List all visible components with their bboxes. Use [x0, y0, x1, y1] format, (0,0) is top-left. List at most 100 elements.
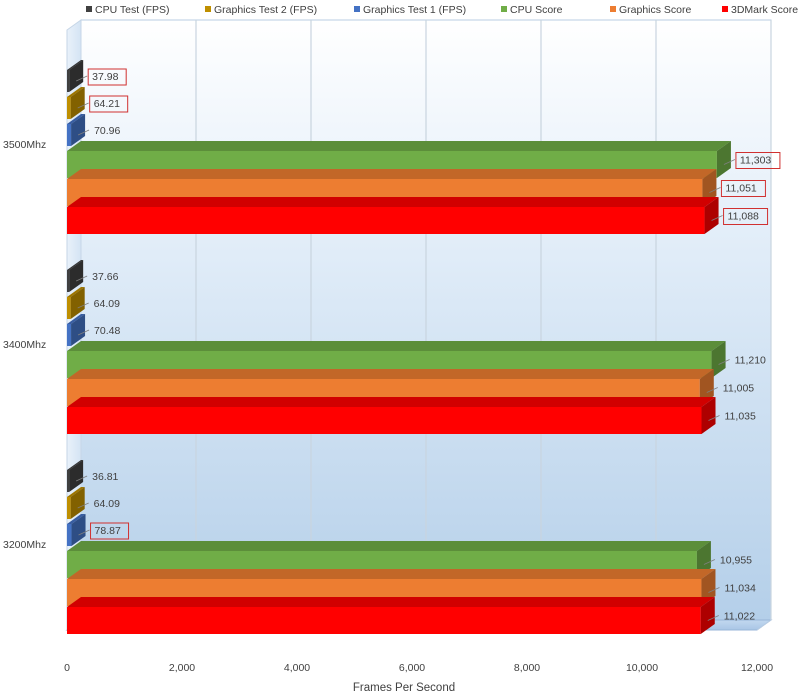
x-axis-title: Frames Per Second — [353, 682, 455, 694]
bar-front — [67, 497, 71, 519]
x-tick-label: 2,000 — [169, 662, 195, 674]
bar-top — [67, 341, 726, 351]
bar-end — [69, 60, 84, 92]
data-label: 64.09 — [94, 298, 120, 310]
leader-line — [711, 215, 723, 221]
bar — [67, 487, 85, 519]
leader-line — [709, 187, 721, 193]
bar — [67, 87, 85, 119]
bar-end — [71, 114, 86, 146]
legend-item: Graphics Score — [610, 4, 692, 16]
data-label: 64.09 — [94, 498, 120, 510]
data-label: 11,005 — [723, 383, 754, 395]
leader-line — [723, 159, 736, 165]
bar-top — [67, 87, 85, 97]
x-tick-label: 12,000 — [741, 662, 773, 674]
legend-label: CPU Score — [510, 4, 563, 16]
bar-end — [70, 487, 85, 519]
bar — [67, 287, 85, 319]
data-label: 37.66 — [92, 271, 118, 283]
bar-end — [716, 141, 731, 178]
leader-line — [75, 275, 88, 282]
bar-top — [67, 287, 85, 297]
bar-front — [67, 407, 702, 434]
highlight-box — [735, 152, 781, 169]
leader-line — [76, 75, 88, 82]
bar-top — [67, 114, 86, 124]
legend-label: Graphics Score — [619, 4, 692, 16]
bar — [67, 514, 86, 546]
leader-line — [77, 502, 89, 509]
bar-top — [67, 541, 711, 551]
legend-swatch — [205, 6, 211, 12]
data-labels: 37.98 64.21 70.96 11,303 11,051 11,088 37.66 64… — [75, 68, 781, 623]
bar-top — [67, 569, 716, 579]
data-label: 70.48 — [94, 325, 120, 337]
bar-top — [67, 460, 84, 470]
legend-swatch — [501, 6, 507, 12]
x-tick-label: 8,000 — [514, 662, 540, 674]
highlight-box — [90, 522, 130, 540]
highlight-box — [89, 95, 129, 113]
leader-line — [708, 415, 720, 421]
bar-end — [702, 169, 717, 206]
legend-swatch — [86, 6, 92, 12]
bar-end — [69, 260, 84, 292]
data-label: 64.21 — [94, 98, 120, 110]
legend-item: Graphics Test 2 (FPS) — [205, 4, 317, 16]
bar — [67, 114, 86, 146]
bar-end — [71, 314, 86, 346]
x-tick-label: 6,000 — [399, 662, 425, 674]
bar-top — [67, 169, 717, 179]
bar-top — [67, 60, 84, 70]
legend-label: CPU Test (FPS) — [95, 4, 169, 16]
bar-front — [67, 297, 71, 319]
bar — [67, 60, 84, 92]
legend-item: 3DMark Score — [722, 4, 798, 16]
category-label: 3500Mhz — [3, 139, 46, 151]
data-label: 11,051 — [725, 183, 756, 195]
bar-end — [69, 460, 84, 492]
bar-end — [699, 369, 714, 406]
bar-top — [67, 597, 715, 607]
bar — [67, 314, 86, 346]
legend-swatch — [354, 6, 360, 12]
bar-front — [67, 524, 72, 546]
bar-end — [70, 87, 85, 119]
bar-end — [701, 569, 716, 606]
leader-line — [78, 529, 90, 536]
data-label: 11,035 — [725, 411, 756, 423]
legend-item: Graphics Test 1 (FPS) — [354, 4, 466, 16]
x-tick-label: 4,000 — [284, 662, 310, 674]
data-label: 11,088 — [728, 211, 759, 223]
bar-top — [67, 514, 86, 524]
data-label: 11,303 — [740, 155, 771, 167]
highlight-box — [720, 180, 766, 197]
bar-end — [70, 287, 85, 319]
leader-line — [77, 329, 90, 336]
bar — [67, 397, 716, 434]
legend: CPU Test (FPS) Graphics Test 2 (FPS) Graph… — [86, 4, 798, 16]
bar-top — [67, 141, 731, 151]
data-label: 10,955 — [720, 555, 752, 567]
leader-line — [77, 102, 89, 109]
legend-swatch — [610, 6, 616, 12]
bar-front — [67, 70, 70, 92]
category-label: 3200Mhz — [3, 539, 46, 551]
highlight-box — [723, 208, 769, 225]
legend-label: 3DMark Score — [731, 4, 798, 16]
bar-end — [704, 197, 719, 234]
bar-top — [67, 260, 84, 270]
bar-front — [67, 470, 70, 492]
bar — [67, 197, 719, 234]
bar-front — [67, 607, 701, 634]
leader-line — [708, 587, 720, 593]
x-tick-label: 10,000 — [626, 662, 658, 674]
bar-end — [700, 597, 715, 634]
plot-area — [65, 19, 773, 631]
legend-label: Graphics Test 2 (FPS) — [214, 4, 317, 16]
category-label: 3400Mhz — [3, 339, 46, 351]
data-label: 70.96 — [94, 125, 120, 137]
leader-line — [77, 129, 90, 136]
